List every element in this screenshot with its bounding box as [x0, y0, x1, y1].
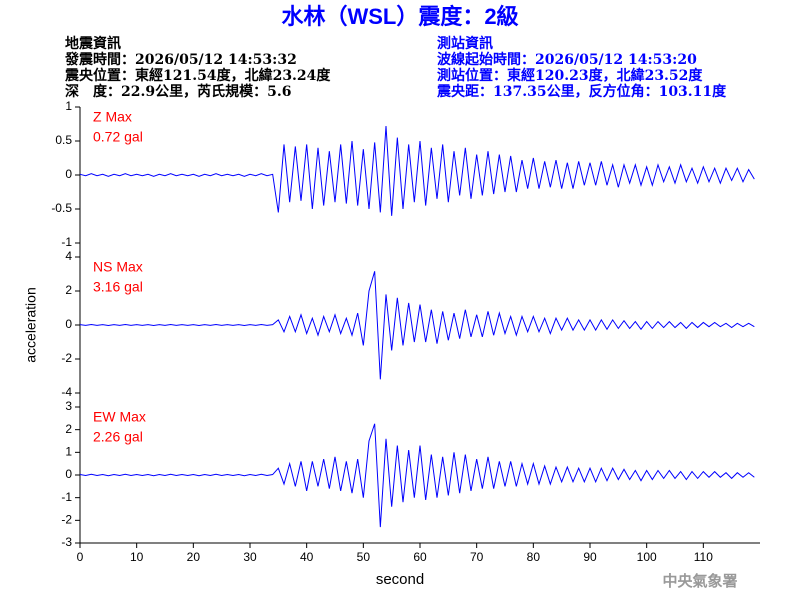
y-tick-label: -1: [61, 235, 72, 249]
x-tick-label: 30: [243, 550, 257, 564]
y-tick-label: 0: [65, 317, 72, 331]
x-tick-label: 100: [637, 550, 657, 564]
info-line: 發震時間：2026/05/12 14:53:32: [64, 51, 297, 68]
annotation: NS Max: [93, 259, 143, 275]
watermark: 中央氣象署: [662, 572, 737, 590]
annotation: EW Max: [93, 409, 146, 425]
x-tick-label: 50: [357, 550, 371, 564]
x-tick-label: 90: [583, 550, 597, 564]
x-axis-label: second: [376, 571, 424, 588]
info-line: 震央距：137.35公里，反方位角：103.11度: [436, 83, 727, 100]
x-tick-label: 10: [130, 550, 144, 564]
info-line: 震央位置：東經121.54度，北緯23.24度: [64, 67, 331, 84]
x-tick-label: 70: [470, 550, 484, 564]
x-tick-label: 0: [77, 550, 84, 564]
annotation: 2.26 gal: [93, 429, 143, 445]
y-tick-label: 2: [65, 283, 72, 297]
y-tick-label: -4: [61, 385, 72, 399]
y-tick-label: 0: [65, 167, 72, 181]
y-tick-label: -1: [61, 490, 72, 504]
waveform: [79, 423, 755, 528]
y-tick-label: 4: [65, 249, 72, 263]
info-line: 波線起始時間：2026/05/12 14:53:20: [437, 51, 697, 68]
x-tick-label: 110: [694, 550, 713, 564]
y-tick-label: 1: [65, 99, 72, 113]
y-tick-label: -3: [61, 535, 72, 549]
x-tick-label: 80: [527, 550, 541, 564]
x-tick-label: 40: [300, 550, 314, 564]
y-tick-label: -0.5: [51, 201, 72, 215]
title: 水林（WSL）震度：2級: [281, 4, 518, 29]
info-line: 深 度：22.9公里，芮氏規模：5.6: [65, 83, 291, 100]
y-tick-label: 2: [65, 422, 72, 436]
x-tick-label: 60: [413, 550, 427, 564]
y-tick-label: 3: [65, 399, 72, 413]
y-tick-label: 0.5: [55, 133, 72, 147]
waveform: [79, 126, 755, 216]
annotation: 0.72 gal: [93, 129, 143, 145]
info-line: 地震資訊: [65, 35, 121, 52]
annotation: Z Max: [93, 109, 132, 125]
y-axis-label: acceleration: [23, 287, 39, 363]
y-tick-label: 1: [65, 445, 72, 459]
y-tick-label: -2: [61, 513, 72, 527]
waveform: [79, 271, 755, 380]
y-tick-label: 0: [65, 467, 72, 481]
x-tick-label: 20: [187, 550, 201, 564]
info-line: 測站資訊: [437, 35, 493, 52]
annotation: 3.16 gal: [93, 279, 143, 295]
y-tick-label: -2: [61, 351, 72, 365]
info-line: 測站位置：東經120.23度，北緯23.52度: [437, 67, 703, 84]
